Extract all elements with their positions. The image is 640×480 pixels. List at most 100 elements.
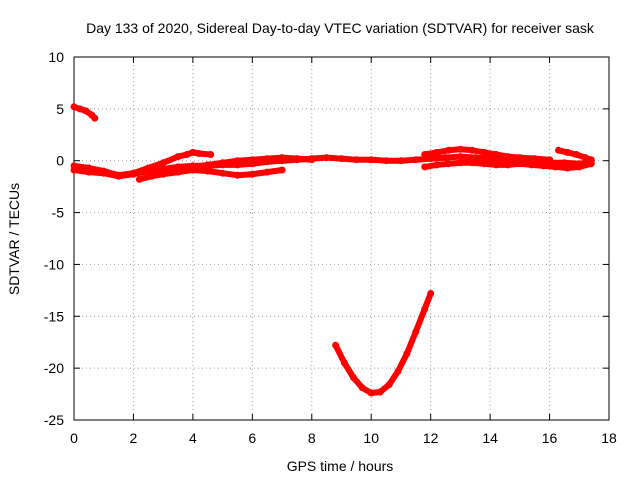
data-point (278, 166, 286, 174)
data-point (332, 341, 340, 349)
data-point (144, 167, 152, 175)
data-point (412, 156, 420, 164)
data-point (555, 146, 562, 154)
data-point (468, 159, 476, 167)
data-point (394, 367, 402, 375)
data-point (516, 154, 524, 162)
series-arc-9 (332, 290, 435, 397)
data-point (492, 161, 500, 169)
data-point (412, 328, 420, 336)
data-point (376, 388, 384, 396)
data-point (504, 153, 512, 161)
data-point (581, 154, 589, 162)
series-layer (70, 103, 595, 397)
data-point (207, 151, 215, 158)
x-tick-label: 18 (601, 430, 617, 446)
data-point (85, 168, 93, 176)
data-point (382, 157, 390, 165)
data-point (528, 161, 536, 169)
data-point (82, 107, 90, 115)
data-point (403, 350, 411, 358)
data-point (367, 389, 375, 397)
data-point (183, 151, 191, 158)
x-tick-label: 6 (248, 430, 256, 446)
data-point (135, 175, 143, 183)
data-point (563, 148, 571, 156)
data-point (563, 164, 571, 172)
x-tick-label: 14 (482, 430, 498, 446)
data-point (552, 163, 559, 171)
x-axis-label: GPS time / hours (287, 458, 394, 474)
y-tick-label: -15 (44, 308, 64, 324)
data-point (323, 154, 331, 162)
data-point (358, 384, 366, 392)
data-point (91, 114, 99, 122)
data-point (575, 163, 583, 171)
series-arc-4 (135, 166, 286, 183)
data-point (397, 157, 405, 165)
y-axis-label: SDTVAR / TECUs (6, 183, 22, 295)
data-point (204, 167, 212, 175)
y-tick-label: 5 (56, 101, 64, 117)
data-point (338, 155, 345, 163)
x-tick-label: 16 (542, 430, 558, 446)
y-tick-label: -5 (52, 205, 65, 221)
x-tick-label: 0 (70, 430, 78, 446)
data-point (248, 170, 256, 178)
x-tick-label: 2 (130, 430, 138, 446)
data-point (352, 156, 360, 164)
y-tick-label: -20 (44, 360, 64, 376)
data-point (492, 151, 500, 158)
data-point (445, 146, 452, 154)
data-point (504, 161, 512, 169)
series-arc-7 (421, 145, 554, 164)
data-point (129, 170, 137, 178)
data-point (427, 155, 435, 163)
data-point (70, 103, 78, 111)
plot-frame (73, 56, 610, 421)
data-point (147, 172, 155, 180)
data-point (234, 157, 241, 165)
data-point (427, 290, 435, 297)
data-point (159, 167, 167, 175)
data-point (456, 159, 464, 167)
data-point (367, 156, 375, 164)
data-point (76, 105, 84, 113)
data-point (189, 163, 197, 171)
data-point (587, 156, 595, 164)
data-point (480, 148, 488, 156)
data-point (234, 171, 241, 179)
data-point (433, 148, 441, 156)
data-point (546, 156, 554, 164)
data-point (433, 161, 441, 169)
data-point (456, 153, 464, 161)
data-point (115, 172, 123, 180)
data-point (516, 160, 524, 168)
data-point (219, 159, 227, 167)
series-arc-6 (421, 159, 595, 172)
data-point (349, 374, 357, 381)
data-point (341, 359, 348, 367)
data-point (442, 154, 449, 162)
chart-title: Day 133 of 2020, Sidereal Day-to-day VTE… (86, 20, 595, 36)
data-point (540, 162, 548, 170)
series-line (332, 290, 434, 396)
data-point (100, 169, 108, 177)
data-point (385, 381, 393, 389)
x-tick-label: 10 (363, 430, 379, 446)
y-tick-label: -25 (44, 412, 64, 428)
data-point (572, 151, 580, 158)
data-point (174, 165, 182, 173)
data-point (248, 156, 256, 164)
data-point (421, 305, 429, 313)
data-point (159, 159, 167, 167)
data-point (174, 153, 182, 161)
data-point (486, 155, 494, 163)
data-point (189, 148, 197, 156)
data-point (471, 154, 479, 162)
x-tick-label: 8 (308, 430, 316, 446)
data-point (219, 169, 227, 177)
series-arc-8 (555, 146, 595, 164)
data-point (263, 155, 271, 163)
